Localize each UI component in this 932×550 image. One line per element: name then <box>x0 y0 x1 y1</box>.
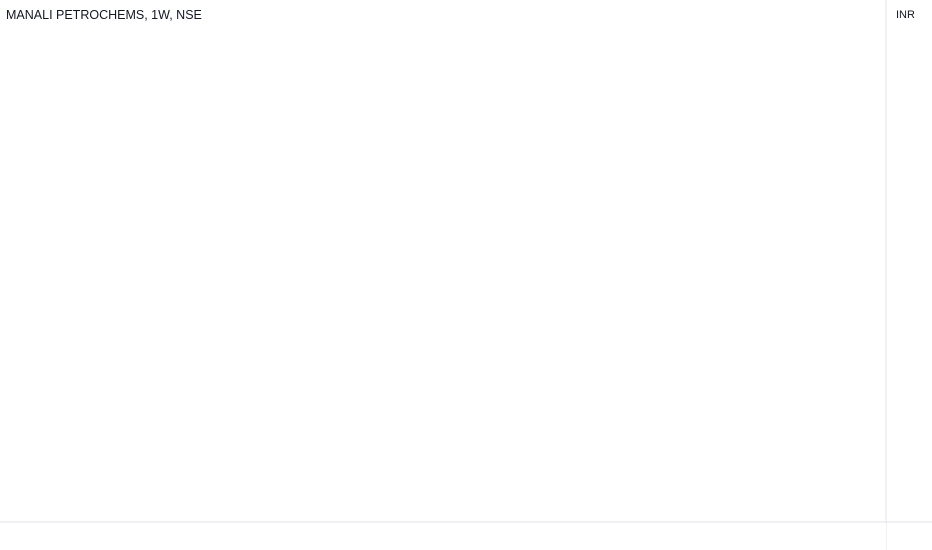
axis-mask <box>0 523 886 550</box>
currency-label: INR <box>896 9 915 21</box>
chart-title: MANALI PETROCHEMS, 1W, NSE <box>6 8 202 22</box>
